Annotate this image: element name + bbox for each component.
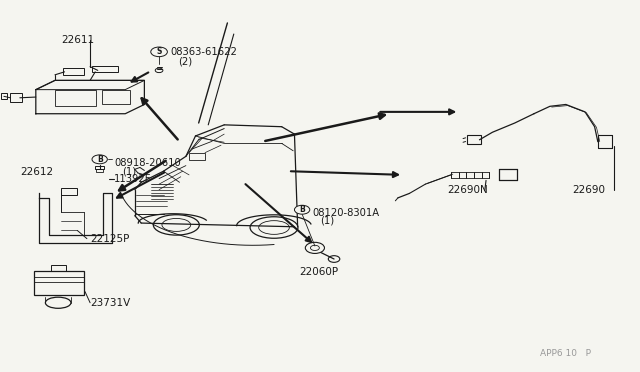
Bar — [51, 264, 67, 271]
Bar — [102, 90, 131, 105]
Text: 22060P: 22060P — [300, 267, 339, 277]
Text: 22612: 22612 — [20, 167, 53, 177]
Text: (1): (1) — [320, 215, 334, 225]
Circle shape — [151, 47, 168, 57]
Circle shape — [92, 155, 108, 164]
Bar — [34, 271, 84, 295]
Bar — [55, 90, 97, 106]
Bar — [97, 169, 103, 172]
Text: (1): (1) — [122, 166, 136, 176]
Text: (2): (2) — [178, 57, 193, 67]
Text: B: B — [97, 155, 102, 164]
Bar — [10, 93, 22, 102]
Text: 23731V: 23731V — [90, 298, 131, 308]
Bar — [61, 188, 77, 195]
Text: APP6 10   P: APP6 10 P — [540, 349, 591, 358]
Circle shape — [294, 205, 310, 214]
Bar — [1, 93, 7, 99]
Bar — [63, 68, 84, 75]
Text: 08918-20610: 08918-20610 — [115, 158, 181, 168]
Text: 11392F: 11392F — [115, 174, 152, 184]
Bar — [95, 166, 104, 169]
Bar — [189, 153, 205, 160]
Text: 22690: 22690 — [572, 186, 605, 195]
Text: 08363-61622: 08363-61622 — [170, 47, 237, 57]
Text: 22611: 22611 — [61, 35, 95, 45]
Bar — [467, 135, 481, 144]
Text: 08120-8301A: 08120-8301A — [312, 208, 380, 218]
Text: 22690N: 22690N — [448, 186, 488, 195]
Bar — [92, 66, 118, 72]
Text: B: B — [300, 205, 305, 214]
Text: 22125P: 22125P — [90, 234, 129, 244]
Text: S: S — [156, 47, 162, 56]
